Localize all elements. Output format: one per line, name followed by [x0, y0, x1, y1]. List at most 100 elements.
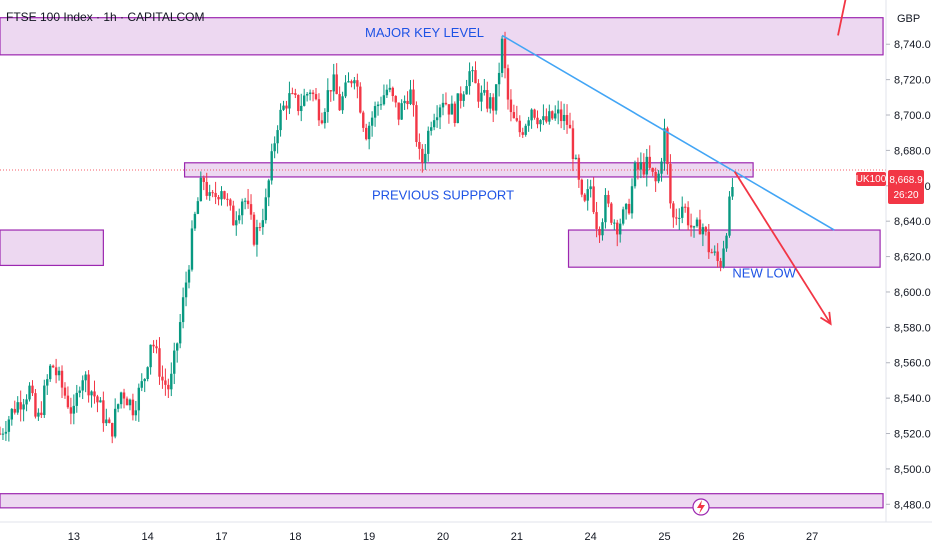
- projected-down-arrow: [733, 171, 832, 325]
- candle-body: [167, 384, 170, 390]
- candle-body: [675, 217, 678, 219]
- candle-body: [305, 93, 309, 96]
- symbol-badge-bg: [856, 172, 886, 186]
- candle-body: [51, 365, 55, 368]
- candle-body: [672, 203, 675, 218]
- candle-body: [311, 92, 315, 95]
- candle-body: [530, 109, 533, 121]
- candle-body: [243, 200, 247, 202]
- candle-body: [220, 191, 223, 200]
- price-badge-countdown: 26:20: [893, 190, 918, 201]
- candle-body: [633, 162, 637, 187]
- candle-body: [613, 222, 616, 224]
- candle-body: [187, 269, 191, 283]
- candle-body: [285, 105, 288, 109]
- candle-body: [276, 130, 279, 144]
- candle-body: [683, 206, 687, 208]
- candle-body: [642, 162, 646, 175]
- candle-body: [586, 189, 589, 201]
- candle-body: [707, 231, 710, 253]
- candle-body: [125, 398, 129, 406]
- candle-body: [589, 186, 592, 190]
- candle-body: [170, 373, 173, 390]
- candle-body: [69, 407, 73, 414]
- candle-body: [75, 392, 78, 406]
- candle-body: [99, 400, 102, 403]
- y-tick-label: 8,480.0: [894, 499, 931, 511]
- candle-body: [403, 100, 406, 104]
- candle-body: [96, 396, 99, 403]
- candle-body: [429, 127, 433, 131]
- candle-body: [116, 404, 120, 409]
- candle-body: [102, 400, 105, 424]
- y-tick-label: 8,640.0: [894, 216, 931, 228]
- candle-body: [149, 344, 152, 368]
- candle-body: [645, 156, 648, 175]
- currency-label[interactable]: GBP: [897, 13, 920, 25]
- candle-body: [10, 408, 14, 420]
- candle-body: [583, 194, 586, 201]
- candle-body: [435, 117, 439, 121]
- candle-body: [539, 120, 542, 125]
- candle-body: [725, 235, 728, 249]
- candle-body: [391, 87, 394, 97]
- candle-body: [137, 387, 141, 411]
- candle-body: [565, 114, 569, 125]
- candle-body: [146, 367, 149, 380]
- x-tick-label: 13: [68, 531, 80, 543]
- candle-body: [294, 93, 297, 95]
- candle-body: [574, 157, 578, 159]
- candles-layer: [0, 31, 734, 444]
- time-axis[interactable]: 13 14 17 18 19 20 21 24 25 26 27: [68, 531, 819, 543]
- candle-body: [31, 385, 34, 394]
- candle-body: [128, 399, 132, 406]
- candle-body: [7, 419, 11, 432]
- candle-body: [238, 215, 241, 221]
- y-tick-label: 8,740.0: [894, 39, 931, 51]
- candle-body: [16, 402, 19, 413]
- y-tick-label: 8,560.0: [894, 358, 931, 370]
- major-key-level-zone: [0, 17, 884, 56]
- candle-body: [1, 433, 5, 435]
- candle-body: [657, 173, 660, 182]
- candle-body: [595, 212, 598, 229]
- candle-body: [524, 125, 527, 135]
- candle-body: [158, 348, 161, 377]
- candle-body: [279, 109, 282, 131]
- candle-body: [636, 162, 640, 170]
- previous-support-label: PREVIOUS SUPPPORT: [372, 188, 514, 203]
- x-tick-label: 19: [363, 531, 375, 543]
- candle-body: [173, 350, 176, 374]
- candle-body: [607, 194, 610, 204]
- candle-body: [515, 118, 519, 121]
- candle-body: [78, 390, 81, 393]
- price-axis[interactable]: 8,480.0 8,500.0 8,520.0 8,540.0 8,560.0 8,580…: [886, 39, 931, 511]
- candle-body: [63, 387, 67, 396]
- candle-body: [379, 104, 383, 106]
- x-tick-label: 27: [806, 531, 818, 543]
- candle-body: [37, 412, 40, 417]
- lightning-icon[interactable]: [692, 498, 710, 516]
- x-tick-label: 14: [142, 531, 154, 543]
- candle-body: [235, 220, 238, 226]
- candle-body: [382, 95, 386, 105]
- candle-body: [72, 405, 76, 414]
- candle-body: [353, 80, 356, 84]
- candle-body: [385, 89, 389, 96]
- candle-body: [406, 100, 409, 105]
- candle-body: [627, 203, 631, 214]
- candle-body: [66, 395, 70, 408]
- candle-body: [450, 103, 454, 115]
- candle-body: [267, 180, 270, 198]
- candle-body: [494, 84, 498, 111]
- candle-body: [93, 391, 96, 397]
- candle-body: [60, 370, 64, 388]
- candle-body: [140, 381, 143, 388]
- candle-body: [320, 120, 324, 124]
- candle-body: [728, 196, 731, 236]
- chart-title: FTSE 100 Index · 1h · CAPITALCOM: [6, 10, 205, 24]
- last-price-badge: UK100 8,668.9 26:20: [856, 170, 924, 204]
- candle-body: [571, 128, 575, 159]
- candle-body: [421, 148, 424, 163]
